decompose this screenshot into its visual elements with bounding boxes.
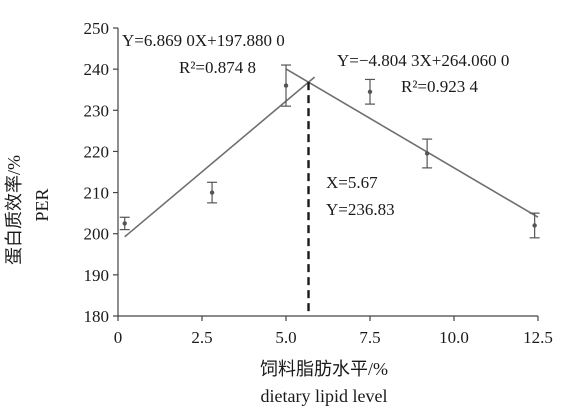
x-tick-label: 5.0 [275, 328, 296, 347]
x-axis-label-en: dietary lipid level [261, 386, 388, 406]
y-tick-label: 190 [84, 266, 110, 285]
data-point [283, 83, 289, 88]
y-tick-label: 240 [84, 60, 110, 79]
chart-labels: 蛋白质效率/% PER 饲料脂肪水平/% dietary lipid level… [4, 31, 509, 406]
regression-equation-right: Y=−4.804 3X+264.060 0 [337, 51, 509, 70]
x-tick-label: 12.5 [523, 328, 553, 347]
y-tick-label: 250 [84, 19, 110, 38]
data-point [424, 151, 430, 156]
chart-marks [119, 64, 540, 316]
regression-line-rising [124, 76, 316, 238]
regression-equation-left: Y=6.869 0X+197.880 0 [122, 31, 285, 50]
data-point [532, 223, 537, 228]
intersection-x-label: X=5.67 [326, 173, 378, 192]
data-point [209, 190, 215, 195]
x-tick-label: 7.5 [359, 328, 380, 347]
intersection-y-label: Y=236.83 [326, 200, 395, 219]
y-tick-label: 210 [84, 184, 110, 203]
regression-line-falling [285, 68, 539, 218]
regression-r2-right: R²=0.923 4 [401, 77, 479, 96]
y-tick-label: 180 [84, 307, 110, 326]
data-point [122, 221, 127, 226]
x-tick-label: 10.0 [439, 328, 469, 347]
y-tick-label: 220 [84, 142, 110, 161]
x-tick-label: 2.5 [191, 328, 212, 347]
data-point [367, 89, 373, 94]
axes: 180 190 200 210 220 230 240 250 0 2.5 5.0 7.5 10.0 12… [84, 19, 553, 347]
regression-r2-left: R²=0.874 8 [179, 58, 256, 77]
y-tick-label: 200 [84, 225, 110, 244]
x-axis-label-zh: 饲料脂肪水平/% [260, 359, 388, 379]
x-tick-label: 0 [114, 328, 123, 347]
y-axis-label-en: PER [32, 188, 52, 221]
y-axis-label-zh: 蛋白质效率/% [4, 155, 24, 265]
y-tick-label: 230 [84, 101, 110, 120]
